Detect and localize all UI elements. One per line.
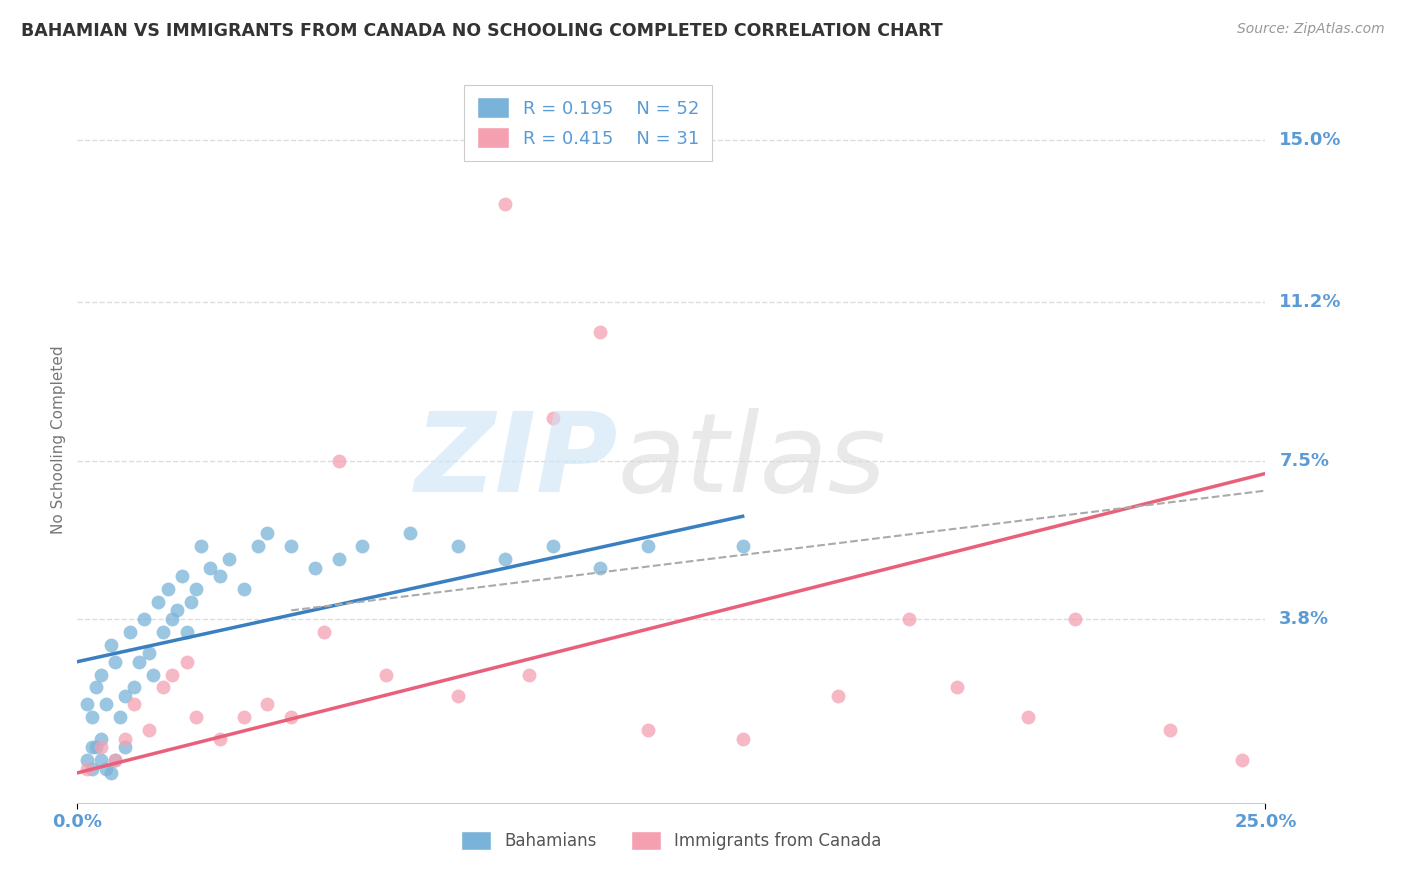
Point <box>1017 710 1039 724</box>
Point <box>186 582 208 596</box>
Point <box>104 753 127 767</box>
Point <box>176 655 198 669</box>
Point <box>162 667 184 681</box>
Point <box>589 560 612 574</box>
Point <box>80 710 103 724</box>
Point <box>100 765 122 780</box>
Point <box>100 638 122 652</box>
Point <box>375 667 398 681</box>
Point <box>446 539 468 553</box>
Point <box>90 753 112 767</box>
Point <box>328 552 350 566</box>
Point <box>637 723 659 737</box>
Point <box>128 655 150 669</box>
Point <box>176 624 198 639</box>
Point <box>304 560 326 574</box>
Point <box>156 582 179 596</box>
Point <box>152 681 174 695</box>
Point <box>208 569 231 583</box>
Point <box>114 689 136 703</box>
Point <box>280 539 302 553</box>
Point <box>494 552 516 566</box>
Point <box>104 655 127 669</box>
Point <box>827 689 849 703</box>
Text: 11.2%: 11.2% <box>1279 293 1341 311</box>
Point <box>104 753 127 767</box>
Point <box>186 710 208 724</box>
Point <box>76 762 98 776</box>
Point <box>90 731 112 746</box>
Point <box>80 762 103 776</box>
Point <box>114 731 136 746</box>
Point <box>76 753 98 767</box>
Point <box>218 552 240 566</box>
Point <box>399 526 422 541</box>
Point <box>108 710 131 724</box>
Point <box>142 667 165 681</box>
Point <box>589 326 612 340</box>
Point <box>208 731 231 746</box>
Text: 7.5%: 7.5% <box>1279 451 1329 470</box>
Y-axis label: No Schooling Completed: No Schooling Completed <box>51 345 66 533</box>
Point <box>731 539 754 553</box>
Point <box>1230 753 1253 767</box>
Point <box>94 698 117 712</box>
Point <box>328 453 350 467</box>
Point <box>76 698 98 712</box>
Point <box>166 603 188 617</box>
Point <box>314 624 336 639</box>
Text: 3.8%: 3.8% <box>1279 610 1330 628</box>
Point <box>118 624 141 639</box>
Point <box>446 689 468 703</box>
Point <box>124 681 146 695</box>
Point <box>232 582 254 596</box>
Point <box>90 740 112 755</box>
Point <box>232 710 254 724</box>
Text: BAHAMIAN VS IMMIGRANTS FROM CANADA NO SCHOOLING COMPLETED CORRELATION CHART: BAHAMIAN VS IMMIGRANTS FROM CANADA NO SC… <box>21 22 943 40</box>
Point <box>246 539 269 553</box>
Point <box>200 560 222 574</box>
Legend: Bahamians, Immigrants from Canada: Bahamians, Immigrants from Canada <box>451 821 891 860</box>
Point <box>94 762 117 776</box>
Point <box>731 731 754 746</box>
Text: ZIP: ZIP <box>415 408 617 515</box>
Point <box>170 569 193 583</box>
Point <box>180 595 202 609</box>
Point <box>152 624 174 639</box>
Point <box>898 612 921 626</box>
Point <box>86 681 108 695</box>
Point <box>352 539 374 553</box>
Point <box>90 667 112 681</box>
Point <box>541 539 564 553</box>
Point <box>1159 723 1181 737</box>
Point <box>541 411 564 425</box>
Point <box>80 740 103 755</box>
Point <box>280 710 302 724</box>
Point <box>138 646 160 660</box>
Point <box>86 740 108 755</box>
Point <box>124 698 146 712</box>
Text: 15.0%: 15.0% <box>1279 131 1341 149</box>
Point <box>517 667 540 681</box>
Point <box>256 526 278 541</box>
Point <box>190 539 212 553</box>
Point <box>256 698 278 712</box>
Point <box>162 612 184 626</box>
Point <box>132 612 155 626</box>
Point <box>146 595 169 609</box>
Text: Source: ZipAtlas.com: Source: ZipAtlas.com <box>1237 22 1385 37</box>
Point <box>138 723 160 737</box>
Point <box>637 539 659 553</box>
Point <box>114 740 136 755</box>
Point <box>1064 612 1087 626</box>
Point <box>494 197 516 211</box>
Point <box>945 681 967 695</box>
Text: atlas: atlas <box>617 408 887 515</box>
